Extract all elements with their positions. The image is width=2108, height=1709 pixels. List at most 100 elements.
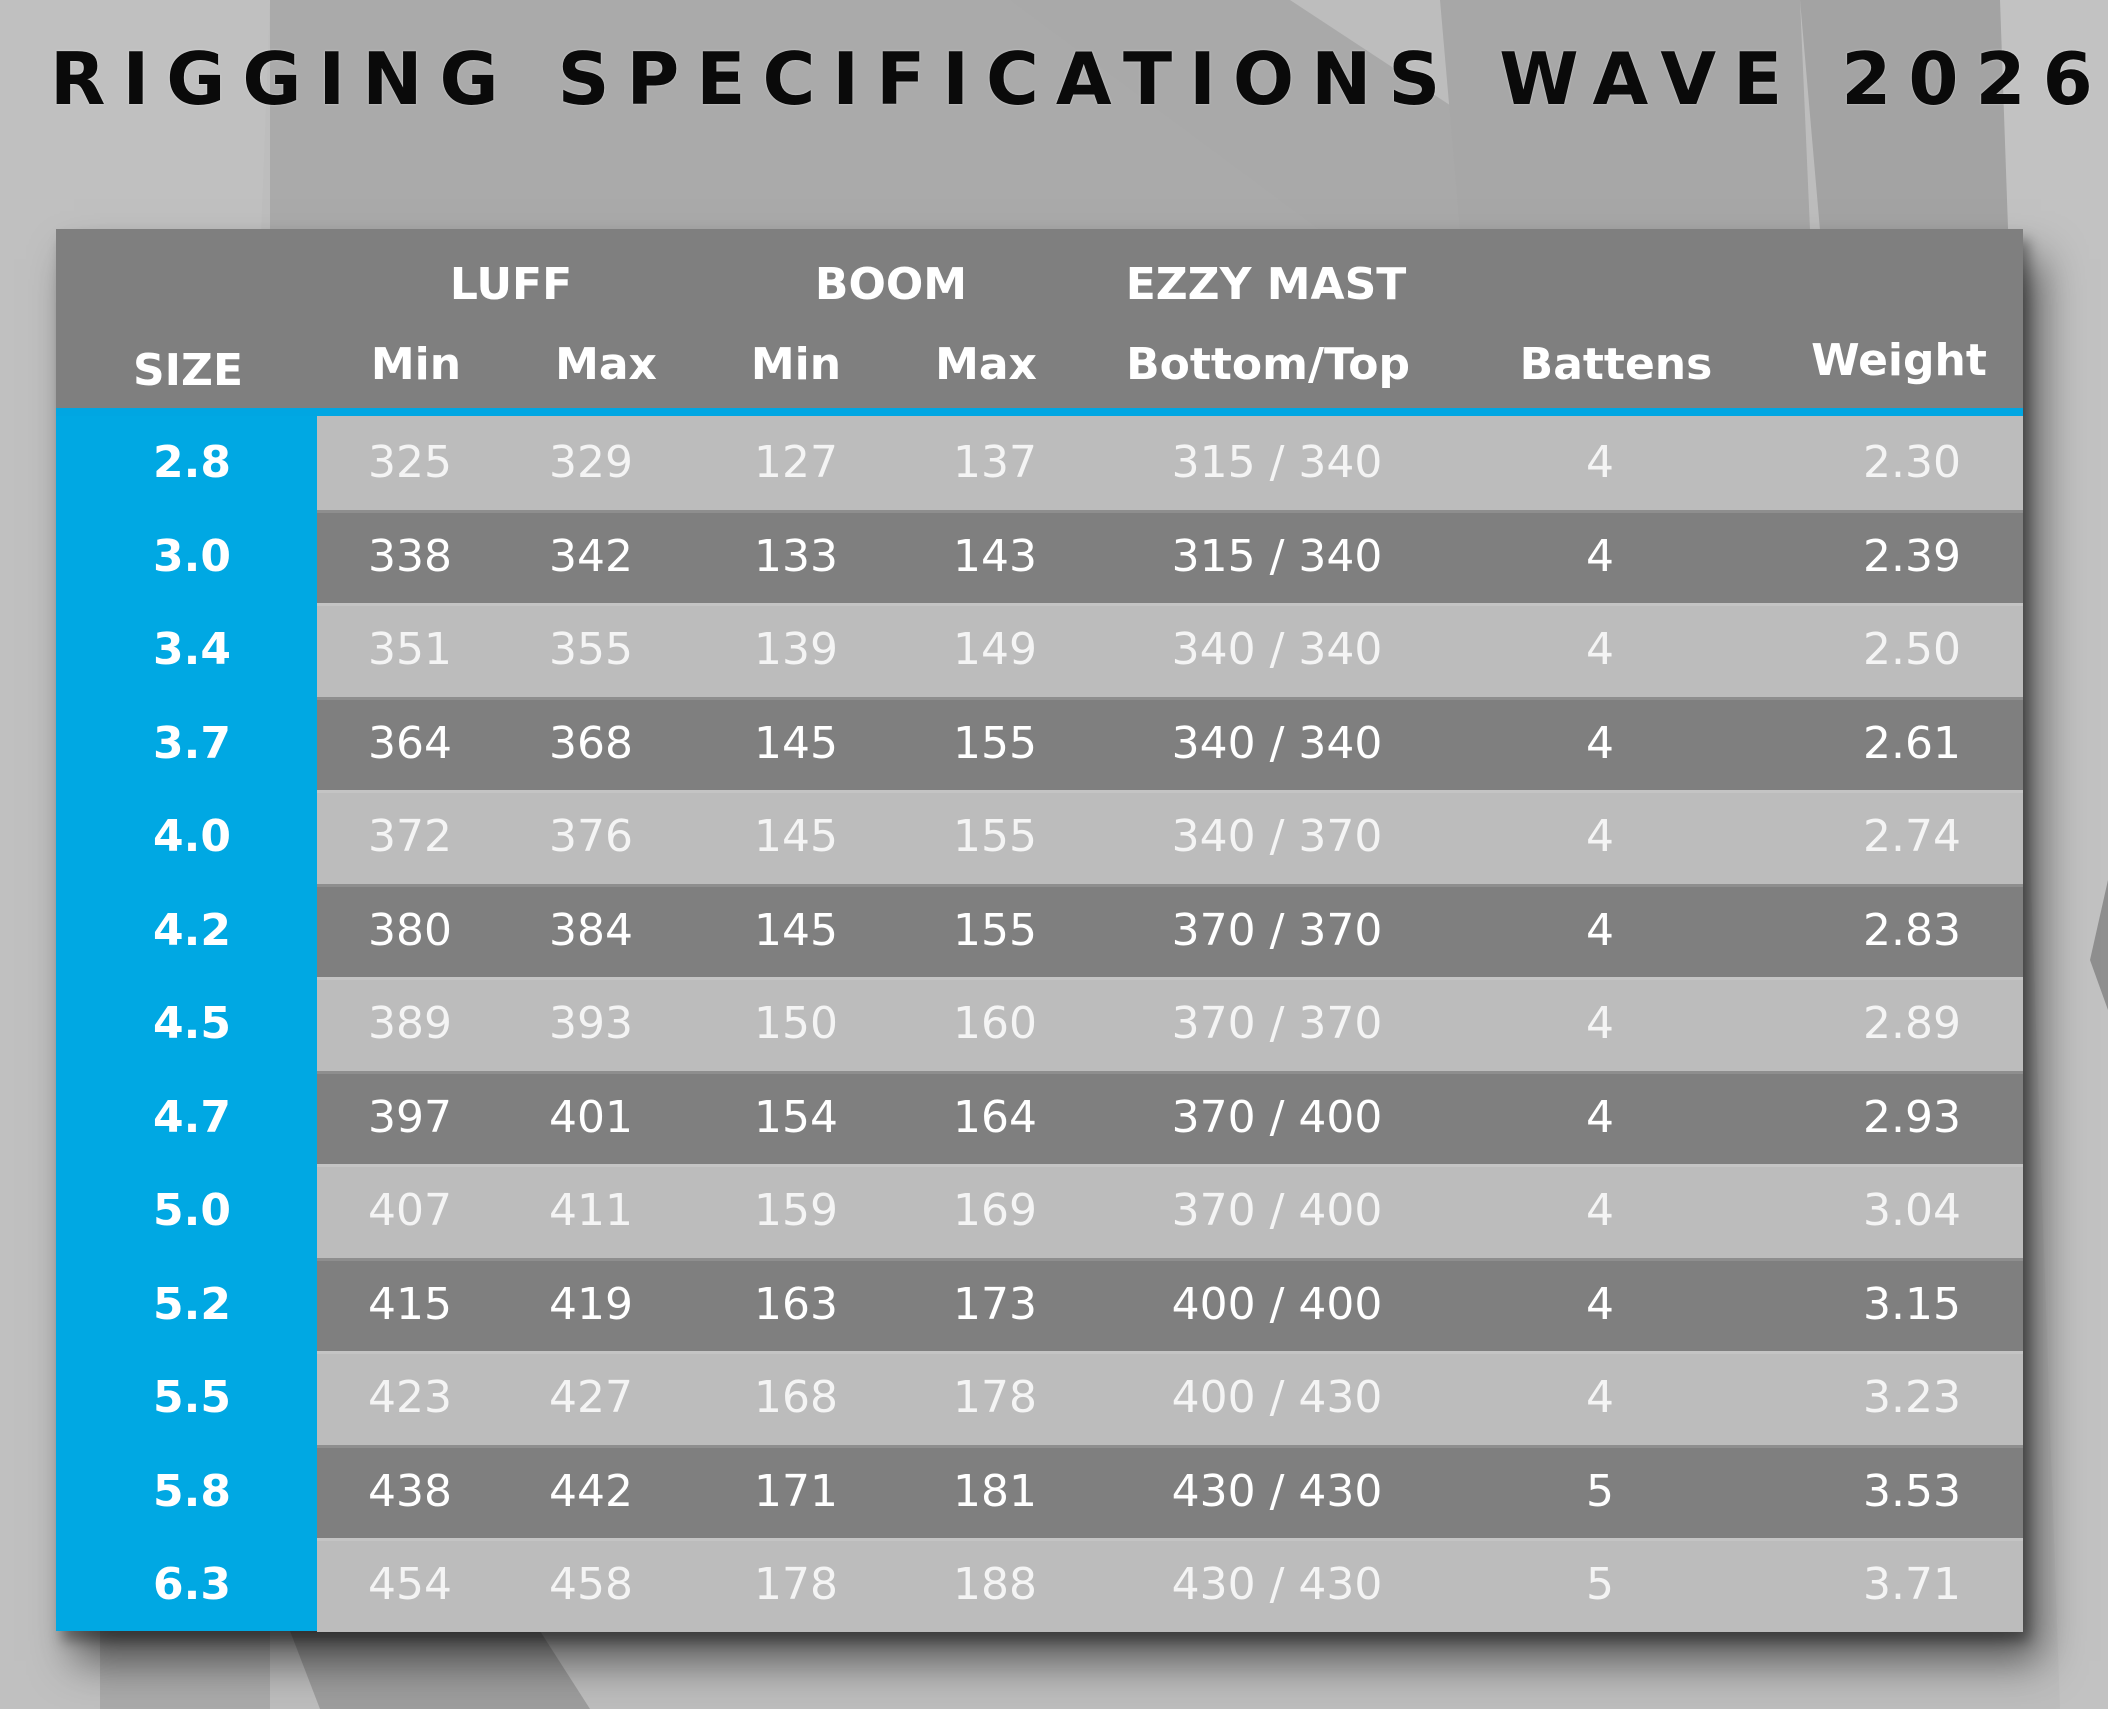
- cell-weight: 2.83: [1863, 904, 1961, 956]
- table-row: 4.7 397 401 154 164 370 / 400 4 2.93: [56, 1070, 2023, 1164]
- cell-mast: 315 / 340: [1171, 437, 1383, 488]
- cell-weight: 2.50: [1863, 624, 1961, 675]
- column-header-battens: Battens: [1519, 339, 1713, 390]
- cell-luff-min: 407: [368, 1185, 452, 1236]
- cell-luff-max: 384: [549, 904, 633, 956]
- cell-size: 5.5: [153, 1372, 231, 1423]
- table-row: 5.5 423 427 168 178 400 / 430 4 3.23: [56, 1351, 2023, 1445]
- cell-battens: 4: [1586, 530, 1614, 582]
- cell-luff-max: 342: [549, 530, 633, 582]
- cell-luff-max: 401: [549, 1091, 633, 1143]
- cell-mast: 400 / 430: [1171, 1372, 1383, 1423]
- cell-boom-max: 160: [953, 998, 1037, 1049]
- cell-size: 3.0: [153, 530, 231, 582]
- cell-mast: 370 / 400: [1171, 1185, 1383, 1236]
- cell-mast: 370 / 400: [1171, 1091, 1383, 1143]
- group-header-luff: LUFF: [449, 259, 573, 310]
- cell-size: 5.0: [153, 1185, 231, 1236]
- cell-size: 3.7: [153, 717, 231, 769]
- cell-boom-min: 139: [754, 624, 838, 675]
- cell-weight: 2.39: [1863, 530, 1961, 582]
- cell-mast: 340 / 370: [1171, 811, 1383, 862]
- cell-weight: 3.23: [1863, 1372, 1961, 1423]
- cell-boom-min: 133: [754, 530, 838, 582]
- table-row: 6.3 454 458 178 188 430 / 430 5 3.71: [56, 1538, 2023, 1632]
- cell-boom-max: 164: [953, 1091, 1037, 1143]
- cell-size: 4.2: [153, 904, 231, 956]
- cell-mast: 315 / 340: [1171, 530, 1383, 582]
- cell-mast: 430 / 430: [1171, 1559, 1383, 1610]
- cell-luff-min: 389: [368, 998, 452, 1049]
- cell-boom-max: 149: [953, 624, 1037, 675]
- cell-boom-min: 127: [754, 437, 838, 488]
- table-row: 5.8 438 442 171 181 430 / 430 5 3.53: [56, 1444, 2023, 1538]
- cell-boom-min: 168: [754, 1372, 838, 1423]
- cell-luff-min: 338: [368, 530, 452, 582]
- cell-mast: 430 / 430: [1171, 1465, 1383, 1517]
- cell-size: 4.5: [153, 998, 231, 1049]
- column-header-boom-max: Max: [935, 339, 1037, 390]
- column-header-luff-max: Max: [555, 339, 657, 390]
- cell-boom-max: 137: [953, 437, 1037, 488]
- cell-luff-max: 427: [549, 1372, 633, 1423]
- cell-luff-max: 411: [549, 1185, 633, 1236]
- cell-battens: 4: [1586, 717, 1614, 769]
- cell-weight: 2.74: [1863, 811, 1961, 862]
- cell-battens: 4: [1586, 1091, 1614, 1143]
- cell-size: 6.3: [153, 1559, 231, 1610]
- cell-luff-min: 415: [368, 1278, 452, 1330]
- cell-luff-min: 438: [368, 1465, 452, 1517]
- column-header-luff-min: Min: [370, 339, 462, 390]
- table-row: 3.4 351 355 139 149 340 / 340 4 2.50: [56, 603, 2023, 697]
- cell-weight: 2.89: [1863, 998, 1961, 1049]
- cell-battens: 4: [1586, 811, 1614, 862]
- cell-battens: 5: [1586, 1465, 1614, 1517]
- cell-boom-min: 178: [754, 1559, 838, 1610]
- group-header-ezzy-mast: EZZY MAST: [1125, 259, 1407, 310]
- table-row: 3.7 364 368 145 155 340 / 340 4 2.61: [56, 696, 2023, 790]
- cell-luff-max: 329: [549, 437, 633, 488]
- cell-battens: 4: [1586, 437, 1614, 488]
- table-row: 2.8 325 329 127 137 315 / 340 4 2.30: [56, 416, 2023, 510]
- cell-weight: 2.30: [1863, 437, 1961, 488]
- cell-luff-max: 393: [549, 998, 633, 1049]
- cell-size: 2.8: [153, 437, 231, 488]
- cell-weight: 2.93: [1863, 1091, 1961, 1143]
- cell-size: 5.8: [153, 1465, 231, 1517]
- cell-boom-min: 145: [754, 717, 838, 769]
- cell-mast: 370 / 370: [1171, 998, 1383, 1049]
- cell-size: 5.2: [153, 1278, 231, 1330]
- header-divider: [56, 408, 2023, 416]
- table-row: 4.5 389 393 150 160 370 / 370 4 2.89: [56, 977, 2023, 1071]
- table-header: LUFF BOOM EZZY MAST SIZE Min Max Min Max…: [56, 229, 2023, 409]
- cell-boom-min: 150: [754, 998, 838, 1049]
- cell-luff-min: 397: [368, 1091, 452, 1143]
- cell-boom-max: 143: [953, 530, 1037, 582]
- cell-boom-max: 181: [953, 1465, 1037, 1517]
- cell-weight: 3.53: [1863, 1465, 1961, 1517]
- cell-battens: 4: [1586, 1278, 1614, 1330]
- cell-mast: 370 / 370: [1171, 904, 1383, 956]
- cell-luff-min: 423: [368, 1372, 452, 1423]
- cell-mast: 340 / 340: [1171, 624, 1383, 675]
- table-row: 4.0 372 376 145 155 340 / 370 4 2.74: [56, 790, 2023, 884]
- column-header-mast-bottom-top: Bottom/Top: [1126, 339, 1410, 390]
- cell-boom-max: 178: [953, 1372, 1037, 1423]
- cell-luff-min: 380: [368, 904, 452, 956]
- cell-luff-max: 355: [549, 624, 633, 675]
- size-column-bg: [56, 416, 317, 1631]
- cell-boom-max: 155: [953, 811, 1037, 862]
- cell-boom-min: 145: [754, 811, 838, 862]
- table-row: 5.2 415 419 163 173 400 / 400 4 3.15: [56, 1257, 2023, 1351]
- cell-battens: 4: [1586, 624, 1614, 675]
- cell-battens: 4: [1586, 998, 1614, 1049]
- table-row: 4.2 380 384 145 155 370 / 370 4 2.83: [56, 883, 2023, 977]
- cell-luff-min: 372: [368, 811, 452, 862]
- cell-weight: 3.71: [1863, 1559, 1961, 1610]
- cell-luff-max: 458: [549, 1559, 633, 1610]
- cell-weight: 2.61: [1863, 717, 1961, 769]
- cell-battens: 4: [1586, 904, 1614, 956]
- cell-boom-max: 155: [953, 904, 1037, 956]
- cell-luff-max: 368: [549, 717, 633, 769]
- cell-luff-min: 364: [368, 717, 452, 769]
